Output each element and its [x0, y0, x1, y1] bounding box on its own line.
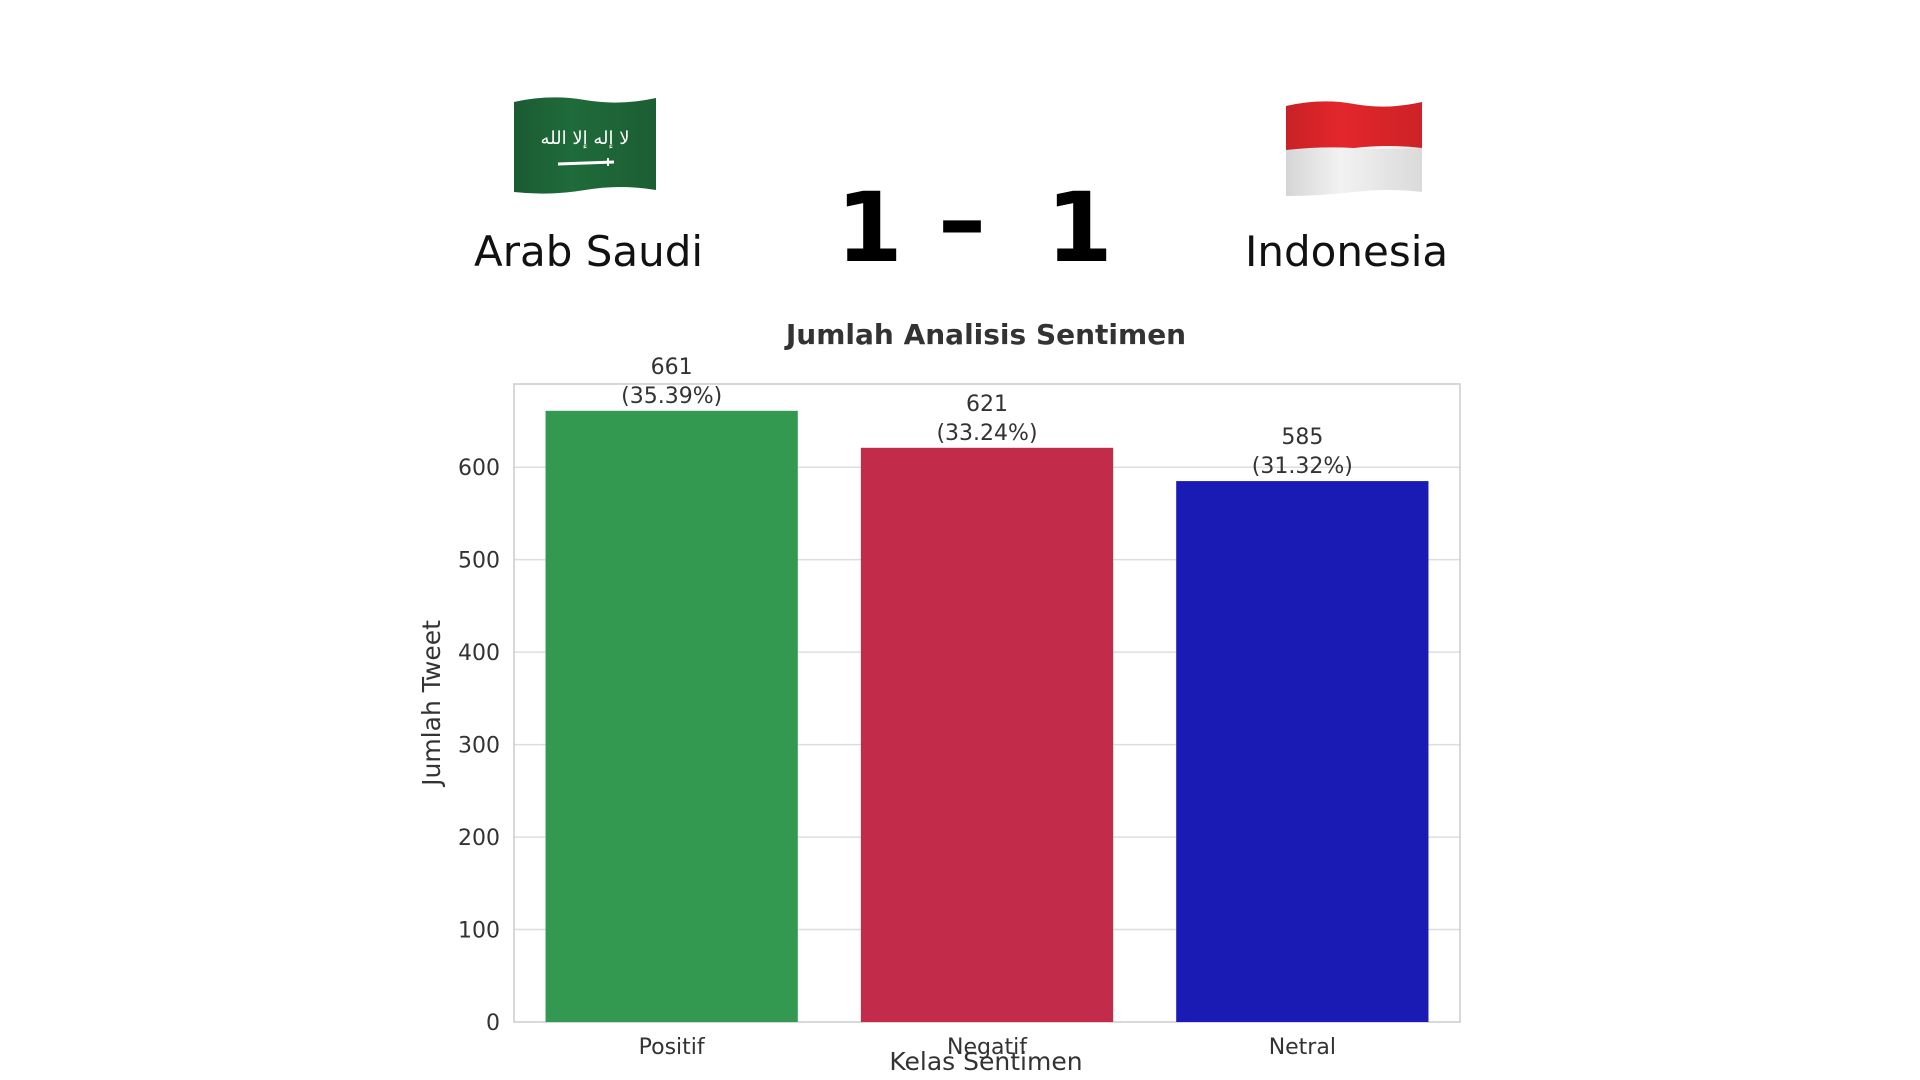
x-axis-label: Kelas Sentimen: [889, 1047, 1082, 1076]
y-axis-ticks: 0 100 200 300 400 500 600: [458, 456, 500, 1036]
indonesia-flag-icon: [1286, 101, 1422, 196]
bar-value-label: 621: [966, 392, 1008, 417]
score-separator: –: [938, 164, 986, 276]
x-axis-ticks: Positif Negatif Netral: [639, 1035, 1336, 1060]
saudi-arabia-flag-icon: ﻻ إله إلا الله: [514, 97, 656, 194]
home-team-name: Arab Saudi: [474, 227, 704, 276]
y-tick-label: 300: [458, 734, 500, 759]
y-tick-label: 100: [458, 919, 500, 944]
bar-percent-label: (35.39%): [621, 384, 722, 409]
y-tick-label: 400: [458, 641, 500, 666]
svg-text:ﻻ إله إلا الله: ﻻ إله إلا الله: [541, 128, 630, 149]
data-labels: 661 (35.39%) 621 (33.24%) 585 (31.32%): [621, 355, 1353, 479]
away-score: 1: [1046, 172, 1113, 284]
chart-title: Jumlah Analisis Sentimen: [784, 318, 1186, 351]
y-tick-label: 500: [458, 549, 500, 574]
bars: [545, 410, 1429, 1023]
x-tick-label: Netral: [1269, 1035, 1336, 1060]
y-tick-label: 200: [458, 826, 500, 851]
bar-netral: [1176, 481, 1429, 1023]
bar-negatif: [860, 447, 1114, 1022]
y-tick-label: 600: [458, 456, 500, 481]
bar-percent-label: (31.32%): [1252, 454, 1353, 479]
bar-percent-label: (33.24%): [936, 421, 1037, 446]
bar-value-label: 661: [651, 355, 693, 380]
y-axis-label: Jumlah Tweet: [417, 620, 446, 788]
x-tick-label: Negatif: [947, 1035, 1028, 1060]
bar-value-label: 585: [1281, 425, 1323, 450]
x-tick-label: Positif: [639, 1035, 706, 1060]
bar-positif: [545, 410, 798, 1023]
y-tick-label: 0: [486, 1011, 500, 1036]
away-team-name: Indonesia: [1245, 227, 1449, 276]
home-score: 1: [836, 172, 903, 284]
